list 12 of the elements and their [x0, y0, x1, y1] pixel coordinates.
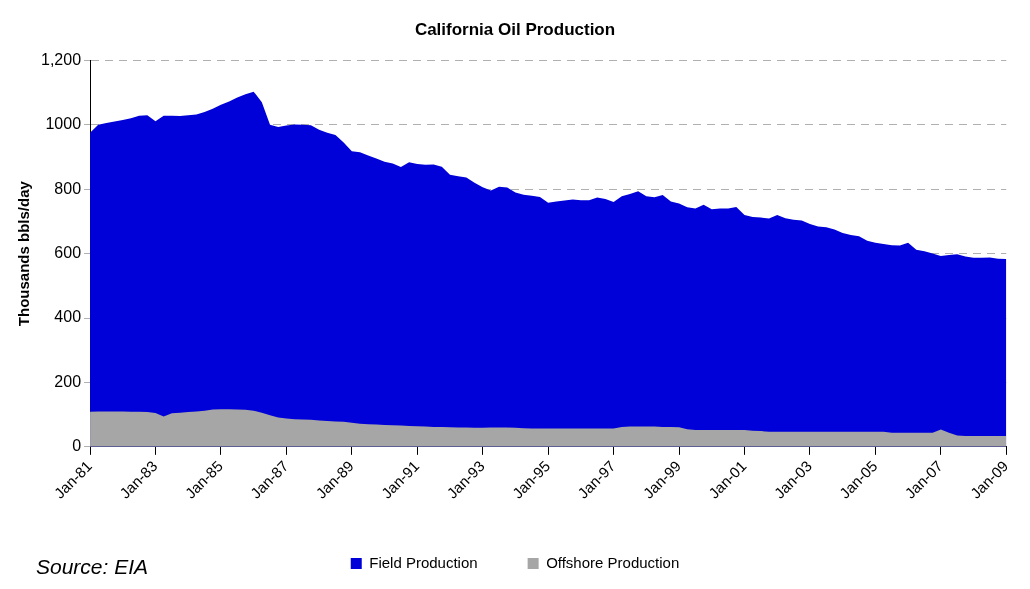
y-tick-label: 1,200 [40, 50, 82, 68]
legend-label: Field Production [369, 553, 478, 571]
y-tick-label: 400 [54, 308, 82, 326]
y-tick-label: 600 [54, 244, 82, 262]
y-tick-label: 800 [54, 179, 82, 197]
y-tick-label: 1000 [45, 115, 82, 133]
source-note: Source: EIA [36, 555, 149, 579]
legend-label: Offshore Production [546, 553, 680, 571]
y-tick-label: 0 [72, 437, 82, 455]
y-axis-title: Thousands bbls/day [15, 180, 33, 327]
y-tick-label: 200 [54, 372, 82, 390]
chart-title: California Oil Production [414, 19, 616, 39]
